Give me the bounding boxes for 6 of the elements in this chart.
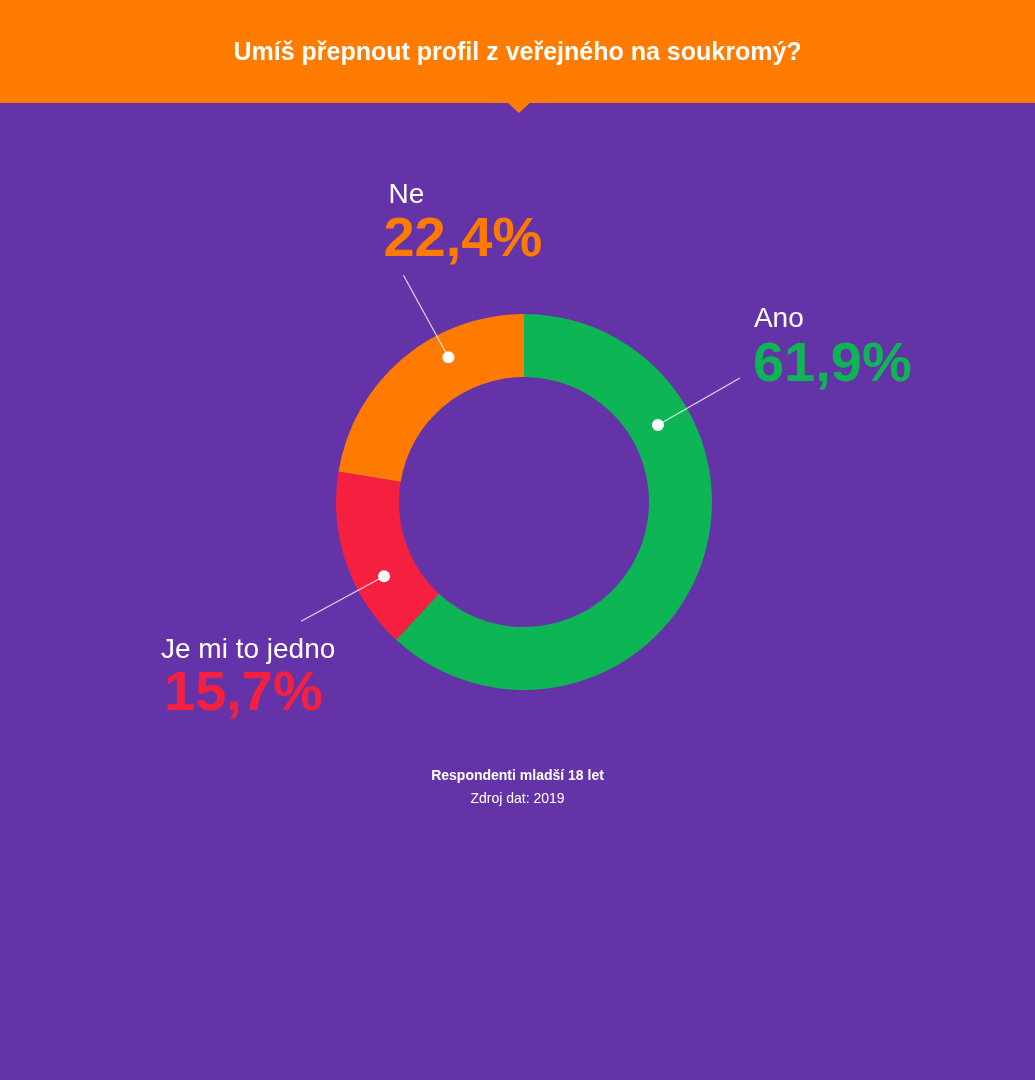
- donut-slice: [396, 314, 712, 690]
- donut-slice: [336, 471, 440, 640]
- chart-title: Umíš přepnout profil z veřejného na soukromý?: [233, 37, 802, 66]
- donut-slice: [338, 314, 524, 482]
- text: Respondenti mladší 18 let: [431, 767, 604, 783]
- text: Zdroj dat: 2019: [470, 790, 565, 806]
